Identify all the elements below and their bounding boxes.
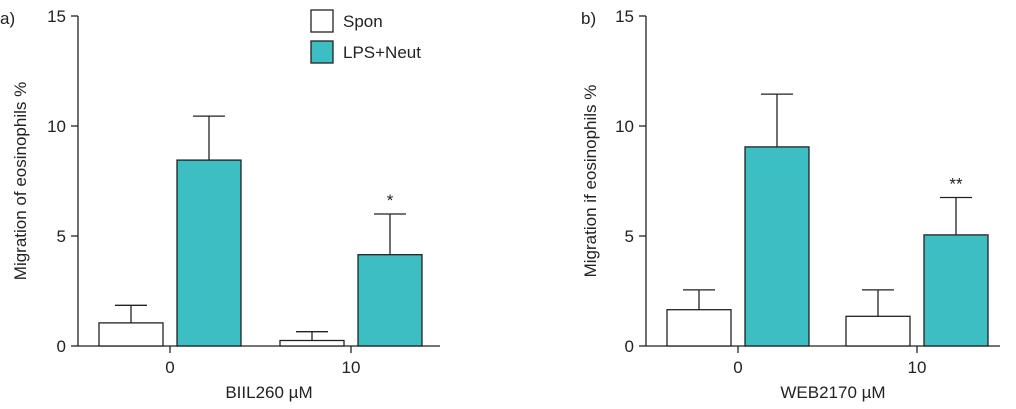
significance-marker: ** xyxy=(949,175,963,194)
x-tick-label: 10 xyxy=(342,358,361,377)
y-tick-label: 10 xyxy=(47,117,66,136)
panel-a-chart: 0 5 10 15 Migration of eosinophils % 0 * 10 BIIL… xyxy=(11,7,440,402)
y-axis-label: Migration if eosinophils % xyxy=(581,85,600,278)
x-tick-label: 0 xyxy=(165,358,174,377)
bar-spon xyxy=(98,322,164,347)
panel-b-chart: 0 5 10 15 Migration if eosinophils % 0 ** 10 WEB… xyxy=(581,7,1000,402)
y-tick-label: 15 xyxy=(615,7,634,26)
y-tick-label: 0 xyxy=(625,337,634,356)
significance-marker: * xyxy=(387,191,394,210)
x-axis-label: BIIL260 µM xyxy=(225,383,312,402)
y-axis-label: Migration of eosinophils % xyxy=(11,82,30,280)
bar-lps-neut xyxy=(744,146,810,347)
panel-label-b: b) xyxy=(581,9,596,28)
legend: Spon LPS+Neut xyxy=(310,9,421,64)
y-tick-label: 10 xyxy=(615,117,634,136)
bar-lps-neut xyxy=(176,159,242,347)
x-tick-label: 10 xyxy=(908,358,927,377)
y-tick-label: 5 xyxy=(57,227,66,246)
y-tick-label: 15 xyxy=(47,7,66,26)
y-tick-label: 5 xyxy=(625,227,634,246)
legend-swatch-lps-neut xyxy=(310,40,334,64)
legend-swatch-spon xyxy=(310,9,334,33)
bar-spon xyxy=(845,315,911,347)
bar-spon xyxy=(666,309,732,347)
legend-label-lps-neut: LPS+Neut xyxy=(343,43,421,62)
bar-spon xyxy=(279,339,345,347)
bar-lps-neut xyxy=(357,254,423,347)
x-axis-label: WEB2170 µM xyxy=(780,383,885,402)
legend-label-spon: Spon xyxy=(343,12,383,31)
panel-label-a: a) xyxy=(0,9,15,28)
y-tick-label: 0 xyxy=(57,337,66,356)
x-tick-label: 0 xyxy=(733,358,742,377)
bar-lps-neut xyxy=(923,234,989,347)
